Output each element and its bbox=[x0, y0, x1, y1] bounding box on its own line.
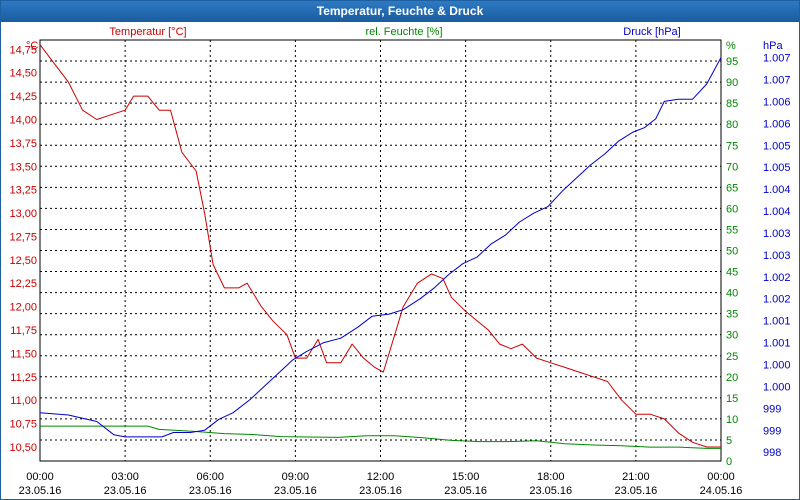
pressure-tick-label: 1.004 bbox=[763, 184, 791, 196]
pressure-tick-label: 1.007 bbox=[763, 74, 791, 86]
temperature-tick-label: 14,00 bbox=[9, 115, 37, 127]
humidity-tick-label: 10 bbox=[726, 414, 738, 426]
humidity-tick-label: 30 bbox=[726, 330, 738, 342]
temperature-unit: °C bbox=[26, 40, 38, 52]
pressure-tick-label: 1.007 bbox=[763, 53, 791, 65]
x-tick-time: 18:00 bbox=[537, 471, 565, 483]
x-tick-time: 21:00 bbox=[622, 471, 650, 483]
pressure-series-label: Druck [hPa] bbox=[623, 26, 680, 38]
temperature-tick-label: 11,00 bbox=[10, 395, 37, 407]
pressure-tick-label: 999 bbox=[763, 425, 781, 437]
humidity-series-label: rel. Feuchte [%] bbox=[365, 26, 442, 38]
humidity-tick-label: 45 bbox=[726, 267, 738, 279]
x-tick-time: 00:00 bbox=[707, 471, 735, 483]
pressure-tick-label: 1.002 bbox=[763, 272, 791, 284]
humidity-tick-label: 65 bbox=[726, 182, 738, 194]
pressure-tick-label: 999 bbox=[763, 403, 781, 415]
temperature-tick-label: 11,75 bbox=[10, 325, 37, 337]
humidity-tick-label: 75 bbox=[726, 140, 738, 152]
temperature-tick-label: 12,25 bbox=[9, 278, 37, 290]
temperature-tick-label: 13,00 bbox=[9, 208, 37, 220]
x-tick-date: 23.05.16 bbox=[444, 485, 487, 497]
x-tick-date: 23.05.16 bbox=[19, 485, 62, 497]
pressure-tick-label: 1.003 bbox=[763, 228, 791, 240]
humidity-tick-label: 90 bbox=[726, 77, 738, 89]
humidity-tick-label: 80 bbox=[726, 119, 738, 131]
humidity-tick-label: 5 bbox=[726, 435, 732, 447]
temperature-tick-label: 12,75 bbox=[9, 231, 37, 243]
x-tick-time: 06:00 bbox=[196, 471, 224, 483]
humidity-tick-label: 15 bbox=[726, 393, 738, 405]
humidity-tick-label: 50 bbox=[726, 246, 738, 258]
x-tick-time: 00:00 bbox=[26, 471, 54, 483]
x-tick-date: 24.05.16 bbox=[700, 485, 743, 497]
humidity-tick-label: 35 bbox=[726, 309, 738, 321]
temperature-tick-label: 11,50 bbox=[10, 348, 37, 360]
temperature-tick-label: 10,75 bbox=[9, 419, 37, 431]
pressure-unit: hPa bbox=[763, 40, 783, 52]
temperature-tick-label: 12,00 bbox=[9, 302, 37, 314]
humidity-tick-label: 55 bbox=[726, 224, 738, 236]
pressure-tick-label: 1.005 bbox=[763, 140, 791, 152]
temperature-tick-label: 13,25 bbox=[9, 185, 37, 197]
humidity-tick-label: 0 bbox=[726, 456, 732, 468]
series-lines bbox=[39, 44, 722, 449]
humidity-tick-label: 60 bbox=[726, 203, 738, 215]
humidity-tick-label: 95 bbox=[726, 56, 738, 68]
pressure-tick-label: 1.001 bbox=[763, 338, 791, 350]
pressure-tick-label: 1.000 bbox=[763, 381, 791, 393]
x-tick-time: 12:00 bbox=[367, 471, 395, 483]
pressure-tick-label: 1.001 bbox=[763, 316, 791, 328]
humidity-tick-label: 70 bbox=[726, 161, 738, 173]
pressure-tick-label: 1.006 bbox=[763, 118, 791, 130]
window-title: Temperatur, Feuchte & Druck bbox=[1, 1, 799, 22]
temperature-tick-label: 13,75 bbox=[9, 138, 37, 150]
humidity-tick-label: 25 bbox=[726, 351, 738, 363]
temperature-tick-label: 14,75 bbox=[9, 44, 37, 56]
x-tick-time: 03:00 bbox=[111, 471, 139, 483]
pressure-tick-label: 1.000 bbox=[763, 360, 791, 372]
pressure-tick-label: 1.004 bbox=[763, 206, 791, 218]
x-tick-date: 23.05.16 bbox=[104, 485, 147, 497]
pressure-line bbox=[39, 57, 722, 438]
pressure-tick-label: 1.005 bbox=[763, 162, 791, 174]
x-tick-time: 09:00 bbox=[282, 471, 310, 483]
temperature-line bbox=[39, 44, 721, 448]
temperature-tick-label: 12,50 bbox=[9, 255, 37, 267]
grid-lines bbox=[39, 39, 722, 462]
temperature-tick-label: 14,50 bbox=[9, 68, 37, 80]
x-tick-date: 23.05.16 bbox=[359, 485, 402, 497]
temperature-tick-label: 11,25 bbox=[10, 372, 37, 384]
humidity-tick-label: 40 bbox=[726, 288, 738, 300]
humidity-tick-label: 85 bbox=[726, 98, 738, 110]
humidity-line bbox=[40, 425, 721, 449]
x-tick-date: 23.05.16 bbox=[189, 485, 232, 497]
axis-labels: 00:00 23.05.16 03:00 23.05.16 06:00 23.05.16 0… bbox=[9, 26, 790, 497]
x-tick-date: 23.05.16 bbox=[614, 485, 657, 497]
pressure-tick-label: 1.003 bbox=[763, 250, 791, 262]
pressure-tick-label: 998 bbox=[763, 447, 781, 459]
humidity-unit: % bbox=[726, 40, 736, 52]
pressure-tick-label: 1.006 bbox=[763, 96, 791, 108]
temperature-series-label: Temperatur [°C] bbox=[109, 26, 186, 38]
x-tick-date: 23.05.16 bbox=[529, 485, 572, 497]
temperature-tick-label: 14,25 bbox=[9, 91, 37, 103]
x-tick-time: 15:00 bbox=[452, 471, 480, 483]
pressure-tick-label: 1.002 bbox=[763, 294, 791, 306]
temperature-tick-label: 13,50 bbox=[9, 161, 37, 173]
x-tick-date: 23.05.16 bbox=[274, 485, 317, 497]
temperature-tick-label: 10,50 bbox=[9, 442, 37, 454]
humidity-tick-label: 20 bbox=[726, 372, 738, 384]
